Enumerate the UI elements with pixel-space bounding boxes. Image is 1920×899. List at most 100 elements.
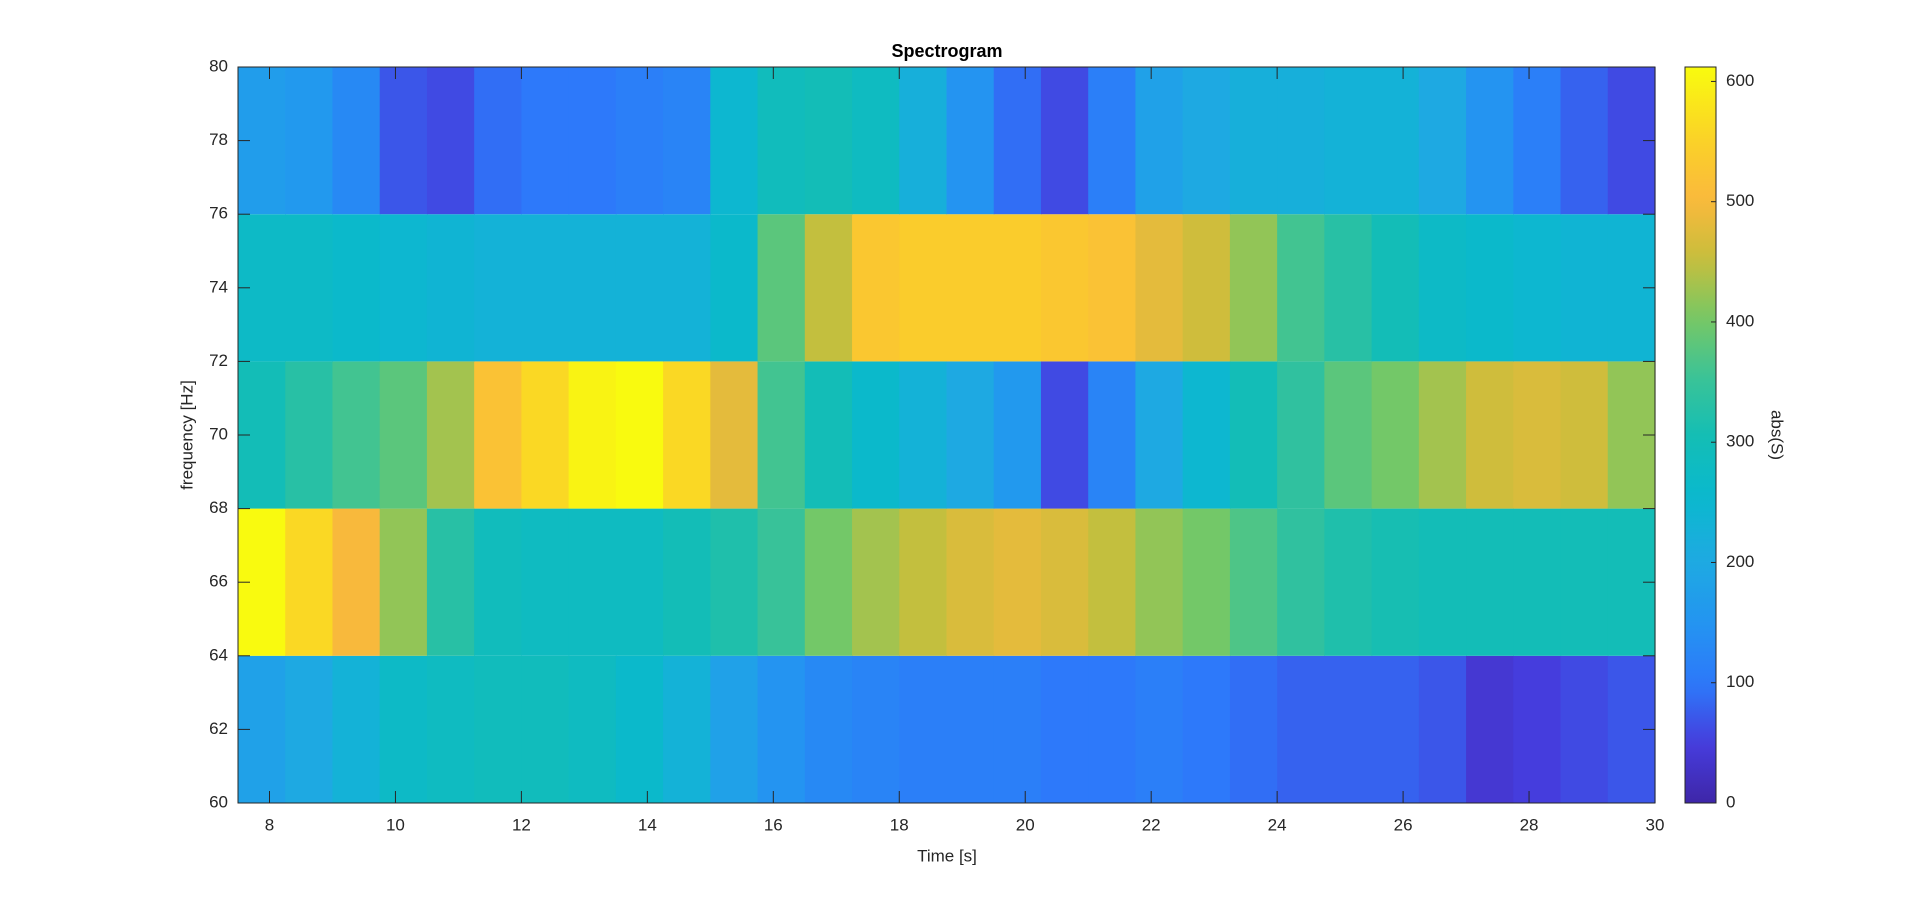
cell bbox=[710, 508, 759, 656]
y-tick-label: 66 bbox=[209, 572, 228, 591]
colorbar-tick-label: 0 bbox=[1726, 792, 1735, 811]
cell bbox=[852, 655, 900, 803]
x-tick-label: 10 bbox=[386, 815, 405, 834]
cell bbox=[1418, 214, 1467, 362]
y-tick-label: 74 bbox=[209, 277, 228, 296]
cell bbox=[946, 361, 995, 509]
cell bbox=[285, 655, 334, 803]
cell bbox=[1418, 361, 1467, 509]
cell bbox=[1277, 67, 1325, 215]
cell bbox=[1513, 655, 1562, 803]
cell bbox=[993, 214, 1042, 362]
cell bbox=[899, 67, 948, 215]
cell bbox=[332, 508, 381, 656]
cell bbox=[1560, 361, 1609, 509]
cell bbox=[1513, 361, 1562, 509]
cell bbox=[379, 655, 428, 803]
cell bbox=[426, 361, 475, 509]
cell bbox=[332, 214, 381, 362]
x-tick-label: 22 bbox=[1142, 815, 1161, 834]
colorbar-label: abs(S) bbox=[1768, 410, 1787, 460]
cell bbox=[1371, 508, 1420, 656]
cell bbox=[993, 67, 1042, 215]
cell bbox=[1040, 508, 1089, 656]
cell bbox=[1371, 214, 1420, 362]
cell bbox=[285, 214, 334, 362]
cell bbox=[1277, 361, 1325, 509]
cell bbox=[615, 655, 664, 803]
cell bbox=[521, 214, 570, 362]
cell bbox=[946, 214, 995, 362]
cell bbox=[804, 508, 853, 656]
y-tick-label: 70 bbox=[209, 424, 228, 443]
cell bbox=[804, 655, 853, 803]
cell bbox=[426, 67, 475, 215]
cell bbox=[426, 214, 475, 362]
cell bbox=[1088, 655, 1137, 803]
x-tick-label: 14 bbox=[638, 815, 657, 834]
cell bbox=[757, 655, 806, 803]
colorbar-tick-label: 200 bbox=[1726, 552, 1754, 571]
cell bbox=[1324, 508, 1373, 656]
cell bbox=[663, 655, 711, 803]
cell bbox=[474, 655, 522, 803]
y-tick-label: 64 bbox=[209, 645, 228, 664]
cell bbox=[1418, 67, 1467, 215]
cell bbox=[757, 67, 806, 215]
cell bbox=[993, 508, 1042, 656]
cell bbox=[521, 508, 570, 656]
cell bbox=[615, 508, 664, 656]
cell bbox=[379, 67, 428, 215]
x-tick-label: 8 bbox=[265, 815, 274, 834]
cell bbox=[946, 508, 995, 656]
cell bbox=[332, 655, 381, 803]
colorbar-tick-label: 400 bbox=[1726, 311, 1754, 330]
colorbar-tick-label: 100 bbox=[1726, 672, 1754, 691]
cell bbox=[1371, 67, 1420, 215]
x-tick-label: 26 bbox=[1394, 815, 1413, 834]
cell bbox=[568, 508, 617, 656]
cell bbox=[1088, 214, 1137, 362]
cell bbox=[710, 655, 759, 803]
cell bbox=[1277, 214, 1325, 362]
cell bbox=[1229, 214, 1278, 362]
cell bbox=[710, 361, 759, 509]
cell bbox=[285, 508, 334, 656]
cell bbox=[852, 508, 900, 656]
cell bbox=[521, 655, 570, 803]
cell bbox=[899, 655, 948, 803]
cell bbox=[1135, 361, 1184, 509]
y-tick-label: 76 bbox=[209, 204, 228, 223]
cell bbox=[474, 508, 522, 656]
cell bbox=[663, 67, 711, 215]
cell bbox=[1371, 655, 1420, 803]
cell bbox=[1513, 214, 1562, 362]
cell bbox=[1229, 655, 1278, 803]
cell bbox=[804, 214, 853, 362]
cell bbox=[899, 361, 948, 509]
y-tick-label: 68 bbox=[209, 498, 228, 517]
cell bbox=[1466, 655, 1514, 803]
cell bbox=[899, 508, 948, 656]
cell bbox=[1229, 361, 1278, 509]
heatmap bbox=[238, 67, 1656, 803]
cell bbox=[1418, 508, 1467, 656]
cell bbox=[379, 214, 428, 362]
cell bbox=[1040, 361, 1089, 509]
cell bbox=[426, 655, 475, 803]
cell bbox=[1182, 508, 1231, 656]
cell bbox=[474, 214, 522, 362]
cell bbox=[1466, 67, 1514, 215]
cell bbox=[710, 214, 759, 362]
x-tick-label: 20 bbox=[1016, 815, 1035, 834]
cell bbox=[899, 214, 948, 362]
cell bbox=[1560, 67, 1609, 215]
cell bbox=[1560, 655, 1609, 803]
y-tick-label: 62 bbox=[209, 719, 228, 738]
cell bbox=[1088, 67, 1137, 215]
cell bbox=[804, 67, 853, 215]
colorbar-tick-label: 600 bbox=[1726, 71, 1754, 90]
cell bbox=[1182, 361, 1231, 509]
cell bbox=[285, 361, 334, 509]
cell bbox=[852, 67, 900, 215]
